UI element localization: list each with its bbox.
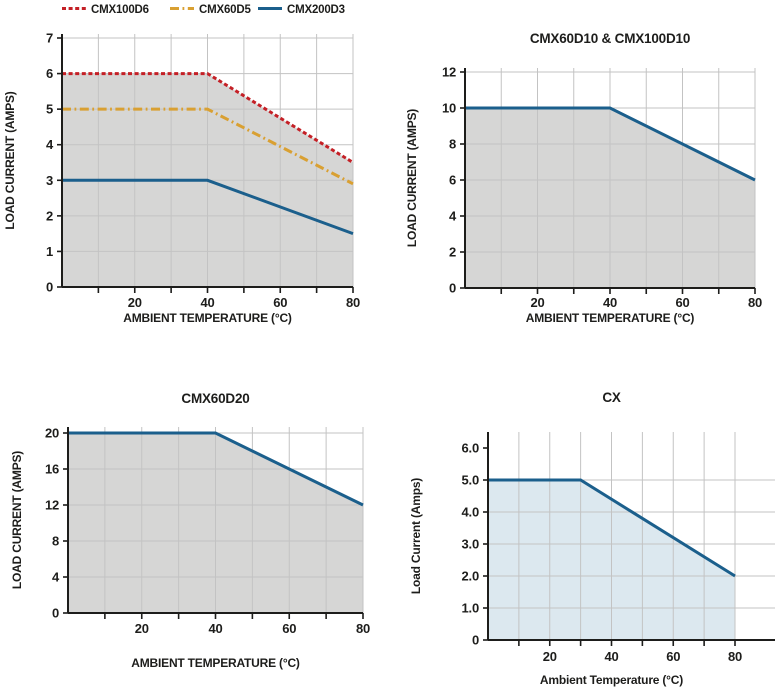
x-tick-label: 40 bbox=[603, 295, 617, 310]
y-tick-label: 0 bbox=[472, 633, 479, 648]
legend-label: CMX60D5 bbox=[199, 4, 251, 16]
x-tick-label: 20 bbox=[128, 295, 142, 310]
x-axis-label: AMBIENT TEMPERATURE (°C) bbox=[123, 311, 292, 325]
x-tick-label: 60 bbox=[675, 295, 689, 310]
chart-cmx60d20: 0 4 8 12 16 20 20 40 60 80 AMBIENT TEMPERATURE (°C… bbox=[0, 354, 390, 694]
series-line bbox=[62, 178, 354, 236]
chart-title: CX bbox=[602, 390, 621, 405]
y-tick-label: 4 bbox=[46, 137, 54, 152]
x-axis-label: AMBIENT TEMPERATURE (°C) bbox=[131, 656, 300, 670]
y-tick-label: 16 bbox=[45, 462, 59, 477]
y-tick-label: 2.0 bbox=[462, 569, 479, 584]
series-line bbox=[62, 72, 354, 164]
y-tick-label: 2 bbox=[449, 245, 456, 260]
chart-title: CMX60D20 bbox=[181, 391, 249, 406]
y-tick-label: 2 bbox=[46, 208, 53, 223]
y-tick-label: 12 bbox=[442, 65, 456, 80]
y-tick-label: 4.0 bbox=[462, 505, 479, 520]
y-tick-label: 8 bbox=[449, 137, 456, 152]
y-tick-label: 5.0 bbox=[462, 473, 479, 488]
gridlines bbox=[68, 427, 364, 613]
chart-title: CMX60D10 & CMX100D10 bbox=[530, 31, 690, 46]
x-tick-label: 60 bbox=[666, 649, 680, 664]
x-axis-label: AMBIENT TEMPERATURE (°C) bbox=[526, 311, 695, 325]
gridlines bbox=[62, 34, 354, 287]
legend-label: CMX200D3 bbox=[287, 4, 345, 16]
x-tick-label: 40 bbox=[604, 649, 618, 664]
tick-marks bbox=[57, 37, 354, 293]
y-tick-label: 3.0 bbox=[462, 537, 479, 552]
y-tick-label: 10 bbox=[442, 101, 456, 116]
chart-svg: 0 1.0 2.0 3.0 4.0 5.0 6.0 20 40 60 80 Ambient Tempe… bbox=[409, 390, 775, 687]
chart-cmx60d10-cmx100d10: 0 2 4 6 8 10 12 20 40 60 80 AMBIENT TEMPERATURE (°C… bbox=[390, 0, 778, 345]
legend: CMX100D6 CMX60D5 CMX200D3 bbox=[62, 4, 345, 16]
y-tick-label: 6 bbox=[449, 173, 456, 188]
x-tick-label: 20 bbox=[543, 649, 557, 664]
x-tick-label: 60 bbox=[273, 295, 287, 310]
x-tick-label: 20 bbox=[530, 295, 544, 310]
tick-marks bbox=[483, 447, 736, 646]
x-tick-label: 40 bbox=[200, 295, 214, 310]
y-axis-label: LOAD CURRENT (AMPS) bbox=[3, 91, 17, 229]
y-axis-label: LOAD CURRENT (AMPS) bbox=[405, 109, 419, 247]
chart-svg: 0 4 8 12 16 20 20 40 60 80 AMBIENT TEMPERATURE (°C… bbox=[10, 391, 370, 670]
x-axis-label: Ambient Temperature (°C) bbox=[540, 673, 683, 687]
x-tick-label: 60 bbox=[282, 621, 296, 636]
chart-svg: 0 1 2 3 4 5 6 7 20 40 60 80 AMBIENT TEMPERATURE (°C)… bbox=[3, 4, 360, 325]
series-line bbox=[488, 478, 736, 578]
series-line bbox=[62, 107, 354, 186]
y-tick-label: 4 bbox=[449, 209, 457, 224]
y-tick-label: 3 bbox=[46, 173, 53, 188]
y-axis-label: LOAD CURRENT (AMPS) bbox=[10, 451, 24, 589]
tick-marks bbox=[63, 432, 364, 619]
y-tick-label: 1.0 bbox=[462, 601, 479, 616]
y-tick-label: 7 bbox=[46, 31, 53, 46]
y-tick-label: 0 bbox=[46, 280, 53, 295]
series-line bbox=[68, 431, 364, 507]
y-tick-label: 5 bbox=[46, 102, 53, 117]
series-line bbox=[465, 106, 756, 182]
y-tick-label: 20 bbox=[45, 426, 59, 441]
y-tick-label: 12 bbox=[45, 498, 59, 513]
legend-label: CMX100D6 bbox=[91, 4, 149, 16]
y-tick-label: 4 bbox=[52, 570, 60, 585]
x-tick-label: 20 bbox=[135, 621, 149, 636]
x-tick-label: 40 bbox=[208, 621, 222, 636]
x-tick-label: 80 bbox=[728, 649, 742, 664]
tick-marks bbox=[460, 71, 756, 294]
y-tick-label: 0 bbox=[52, 606, 59, 621]
x-tick-label: 80 bbox=[346, 295, 360, 310]
chart-svg: 0 2 4 6 8 10 12 20 40 60 80 AMBIENT TEMPERATURE (°C… bbox=[405, 31, 762, 325]
chart-cmx100d6-cmx60d5-cmx200d3: 0 1 2 3 4 5 6 7 20 40 60 80 AMBIENT TEMPERATURE (°C)… bbox=[0, 0, 390, 345]
y-tick-label: 1 bbox=[46, 244, 53, 259]
x-tick-label: 80 bbox=[748, 295, 762, 310]
y-tick-label: 8 bbox=[52, 534, 59, 549]
y-tick-label: 6.0 bbox=[462, 441, 479, 456]
x-tick-label: 80 bbox=[356, 621, 370, 636]
y-tick-label: 6 bbox=[46, 66, 53, 81]
chart-cx: 0 1.0 2.0 3.0 4.0 5.0 6.0 20 40 60 80 Ambient Tempe… bbox=[390, 354, 778, 694]
y-axis-label: Load Current (Amps) bbox=[409, 478, 423, 594]
axes bbox=[487, 432, 775, 641]
y-tick-label: 0 bbox=[449, 281, 456, 296]
